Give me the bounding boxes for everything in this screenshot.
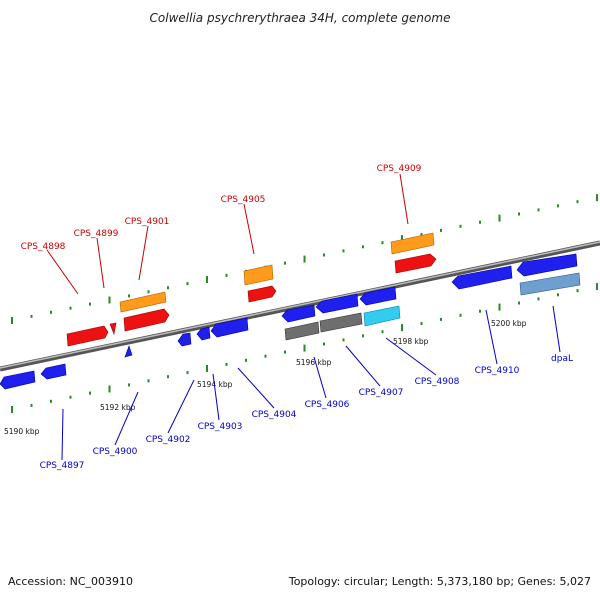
- gene-label[interactable]: CPS_4897: [40, 461, 85, 471]
- gene-feature-cyan[interactable]: [363, 305, 401, 327]
- gene-label[interactable]: CPS_4906: [305, 400, 350, 410]
- gene-label[interactable]: CPS_4898: [21, 242, 66, 252]
- gene-label[interactable]: dpaL: [551, 354, 573, 364]
- gene-feature-gray[interactable]: [284, 321, 320, 341]
- accession-text: Accession: NC_003910: [8, 575, 133, 588]
- leader-lines-top: [46, 173, 409, 295]
- gene-feature-blue[interactable]: [210, 317, 249, 338]
- gene-label[interactable]: CPS_4899: [74, 229, 119, 239]
- gene-feature-blue[interactable]: [281, 304, 316, 323]
- gene-label[interactable]: CPS_4904: [252, 410, 297, 420]
- gene-label[interactable]: CPS_4905: [221, 195, 266, 205]
- gene-feature-blue[interactable]: [177, 332, 192, 347]
- gene-feature-gray[interactable]: [319, 312, 363, 333]
- gene-feature-blue[interactable]: [196, 326, 211, 341]
- gene-label[interactable]: CPS_4903: [198, 422, 243, 432]
- gene-label[interactable]: CPS_4907: [359, 388, 404, 398]
- genome-backbone-highlight: [0, 241, 600, 369]
- gene-feature-red[interactable]: [394, 253, 437, 274]
- gene-feature-red[interactable]: [247, 285, 277, 303]
- gene-feature-red[interactable]: [109, 322, 117, 336]
- gene-feature-blue[interactable]: [359, 286, 397, 306]
- gene-feature-blue[interactable]: [40, 363, 67, 380]
- tick-label: 5200 kbp: [491, 319, 527, 328]
- gene-label[interactable]: CPS_4908: [415, 377, 460, 387]
- gene-label[interactable]: CPS_4910: [475, 366, 520, 376]
- gene-feature-blue[interactable]: [315, 293, 359, 314]
- tick-label: 5198 kbp: [393, 337, 429, 346]
- gene-label[interactable]: CPS_4909: [377, 164, 422, 174]
- gene-feature-blue[interactable]: [0, 370, 36, 390]
- gene-feature-blue[interactable]: [124, 345, 133, 358]
- tick-label: 5192 kbp: [100, 403, 136, 412]
- gene-feature-blue[interactable]: [451, 265, 513, 290]
- tick-label: 5190 kbp: [4, 427, 40, 436]
- tick-label: 5196 kbp: [296, 358, 332, 367]
- gene-label[interactable]: CPS_4900: [93, 447, 138, 457]
- inner-tick-track: [11, 283, 598, 413]
- gene-feature-orange[interactable]: [243, 264, 274, 286]
- gene-feature-blue[interactable]: [516, 253, 578, 277]
- map-title: Colwellia psychrerythraea 34H, complete …: [150, 11, 451, 25]
- gene-feature-orange[interactable]: [390, 232, 435, 255]
- gene-feature-red[interactable]: [66, 325, 109, 347]
- gene-feature-red[interactable]: [123, 308, 170, 332]
- gene-label[interactable]: CPS_4902: [146, 435, 191, 445]
- leader-lines-bottom: [61, 305, 561, 461]
- gene-feature-orange[interactable]: [119, 291, 167, 313]
- genome-backbone: [0, 240, 600, 372]
- genome-summary-text: Topology: circular; Length: 5,373,180 bp…: [288, 575, 591, 588]
- gene-label[interactable]: CPS_4901: [125, 217, 170, 227]
- gene-feature-steel[interactable]: [519, 272, 581, 296]
